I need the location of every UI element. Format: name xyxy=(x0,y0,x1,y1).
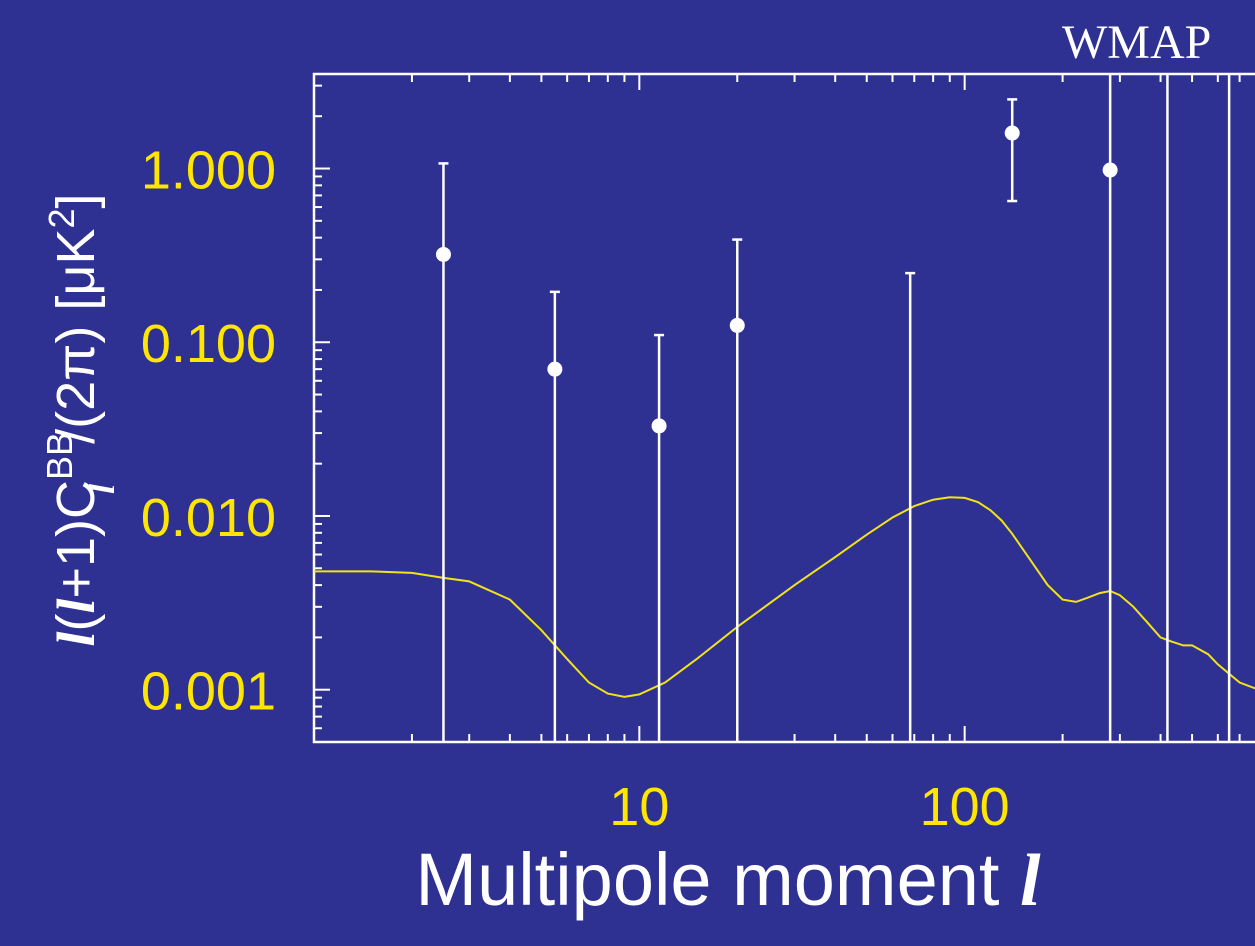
data-point xyxy=(1004,125,1020,141)
data-point xyxy=(435,246,451,262)
chart-marks xyxy=(312,72,1255,744)
y-tick-label: 0.001 xyxy=(141,662,276,722)
x-tick-label: 100 xyxy=(920,777,1010,837)
x-tick-label: 10 xyxy=(609,777,669,837)
model-curve xyxy=(314,496,1255,698)
data-point xyxy=(1102,162,1118,178)
data-point xyxy=(729,317,745,333)
chart-title: WMAP xyxy=(1062,16,1211,69)
axis-ticks: 10 100 0.001 0.010 0.100 1.000 xyxy=(141,74,1241,837)
y-tick-label: 0.100 xyxy=(141,314,276,374)
svg-text:l(l+1)CBBl/(2π) [μK2]: l(l+1)CBBl/(2π) [μK2] xyxy=(39,193,122,646)
plot-frame xyxy=(312,72,1255,744)
y-tick-label: 0.010 xyxy=(141,488,276,548)
data-point xyxy=(547,361,563,377)
data-point xyxy=(651,418,667,434)
x-axis-label: Multipole moment l xyxy=(415,838,1041,922)
y-axis-label: l(l+1)CBBl/(2π) [μK2] xyxy=(39,193,122,646)
y-tick-label: 1.000 xyxy=(141,141,276,201)
